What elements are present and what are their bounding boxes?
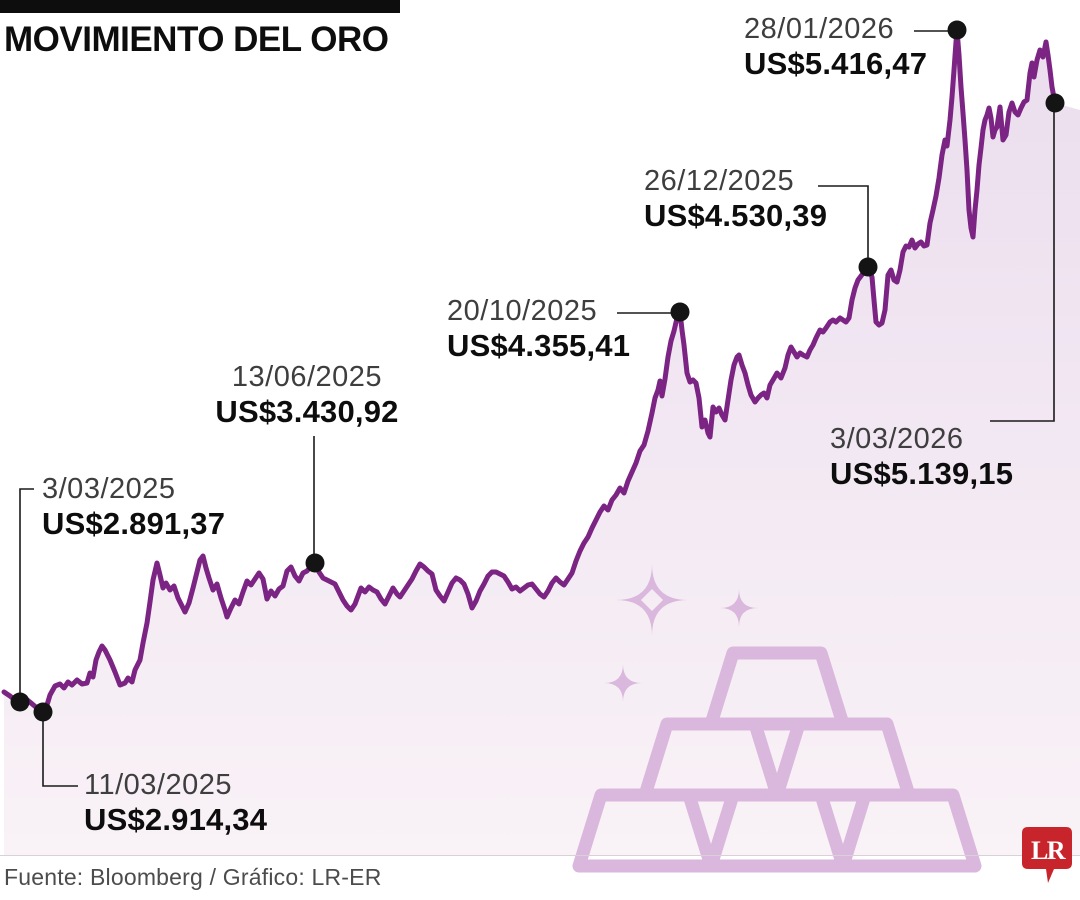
callout-line xyxy=(818,185,869,260)
data-point-dot xyxy=(1045,93,1065,113)
logo-text: LR xyxy=(1031,836,1066,865)
callout-lines-layer xyxy=(19,30,1055,787)
gold-bars-icon xyxy=(572,646,982,873)
data-point-dot xyxy=(33,702,53,722)
chart-source: Fuente: Bloomberg / Gráfico: LR-ER xyxy=(4,864,382,890)
data-point-dot xyxy=(858,257,878,277)
data-point-dot xyxy=(670,302,690,322)
price-line xyxy=(1,27,1058,715)
data-dots-layer xyxy=(10,20,1065,722)
data-point-dot xyxy=(305,553,325,573)
callout-line xyxy=(42,714,78,787)
lr-logo-icon: LR xyxy=(1022,827,1072,883)
callout-line xyxy=(990,110,1055,422)
lr-logo: LR xyxy=(1021,826,1073,888)
logo-bubble-shape xyxy=(1022,827,1072,883)
data-point-dot xyxy=(947,20,967,40)
price-line-layer xyxy=(1,27,1058,715)
area-fill xyxy=(4,30,1080,855)
data-point-dot xyxy=(10,692,30,712)
sparkle-icon xyxy=(604,564,758,702)
callout-line xyxy=(19,488,34,700)
title-accent-bar xyxy=(0,0,400,13)
gold-watermark xyxy=(572,564,982,873)
area-fill-layer xyxy=(4,30,1080,855)
page-title: MOVIMIENTO DEL ORO xyxy=(4,20,389,59)
